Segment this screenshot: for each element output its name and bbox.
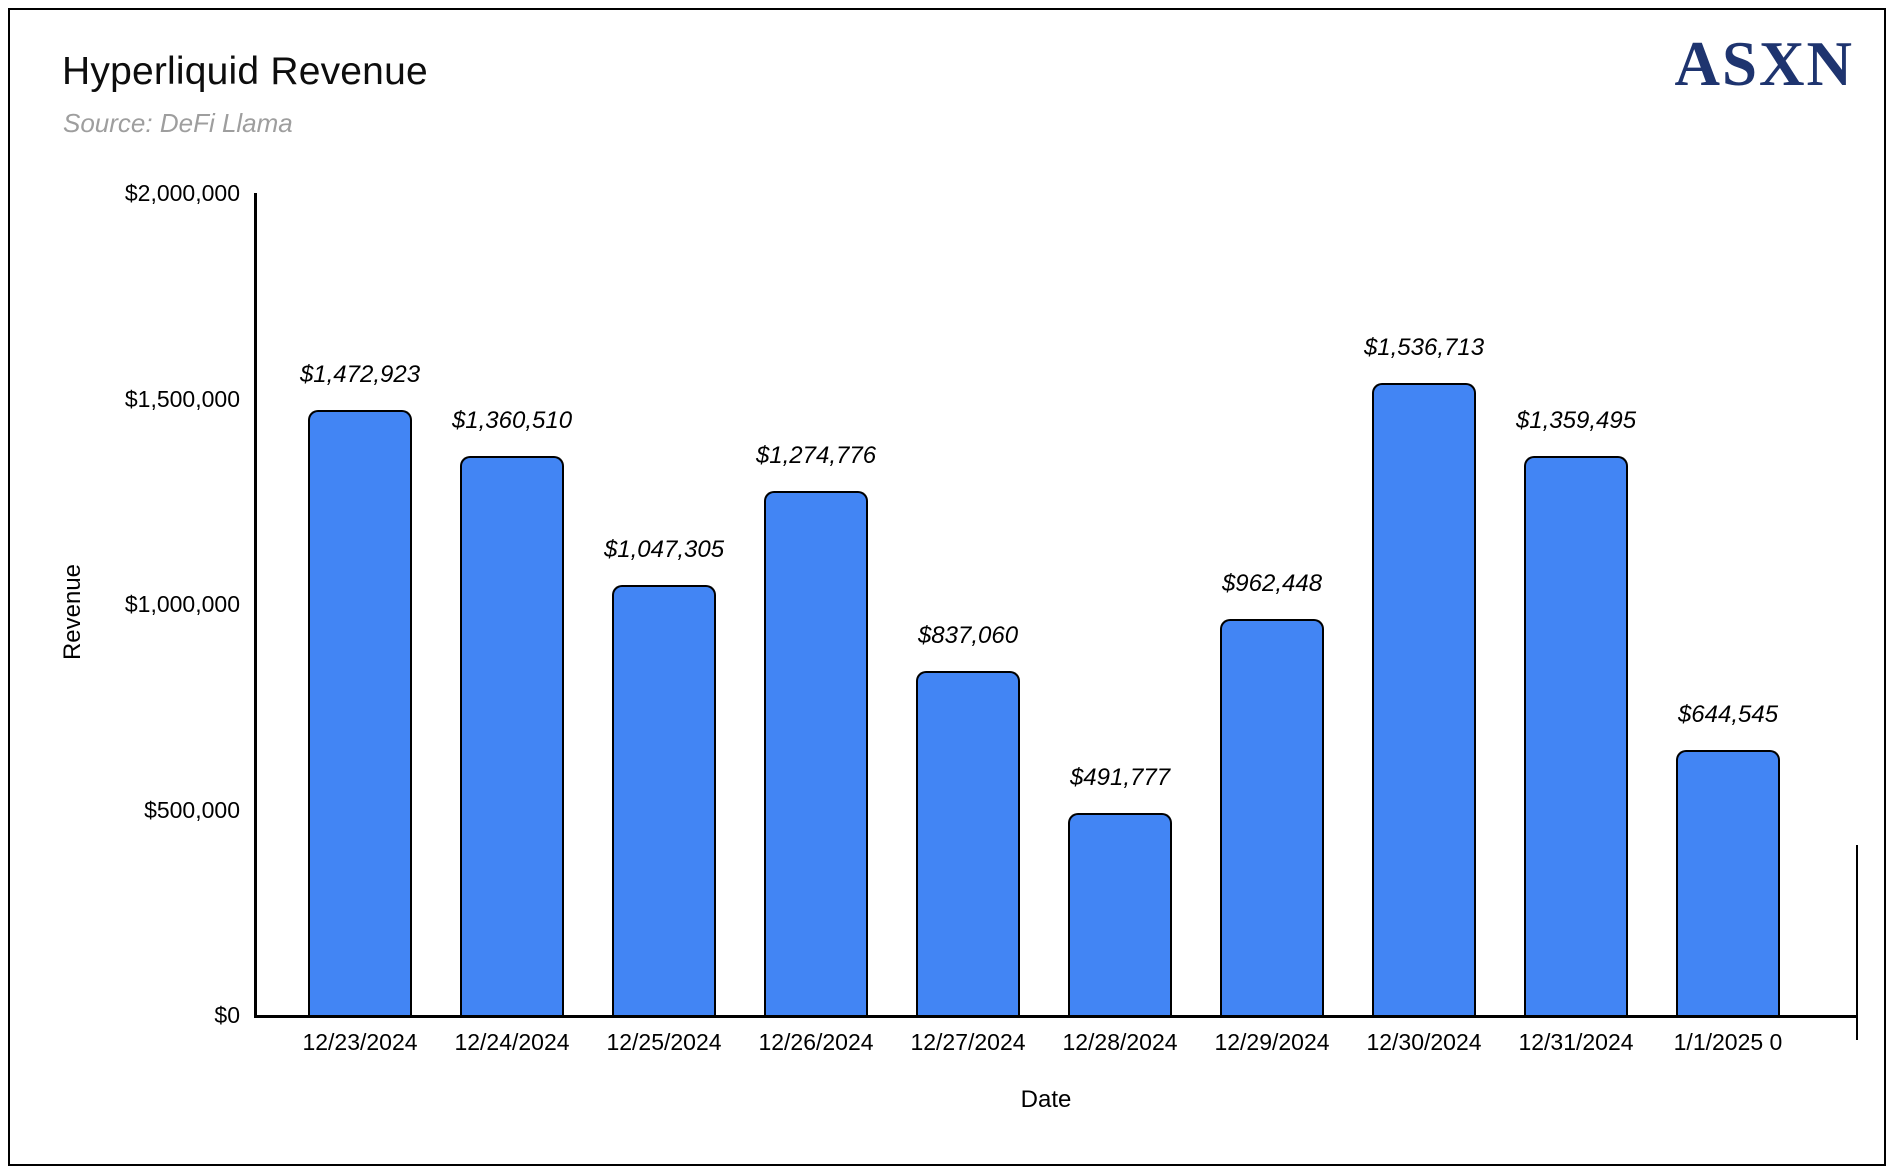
chart-title: Hyperliquid Revenue	[62, 50, 428, 93]
y-tick-label: $2,000,000	[124, 180, 240, 206]
chart-frame-border	[8, 8, 1886, 1166]
bar-value-label: $491,777	[1069, 763, 1171, 791]
revenue-bar	[764, 491, 868, 1015]
y-axis-line	[254, 193, 257, 1018]
revenue-bar	[612, 584, 716, 1015]
x-axis-line	[254, 1015, 1858, 1018]
x-tick-label: 12/30/2024	[1366, 1029, 1482, 1055]
x-tick-label: 1/1/2025 0	[1673, 1029, 1783, 1055]
y-tick-label: $1,000,000	[124, 591, 240, 617]
x-tick-label: 12/29/2024	[1214, 1029, 1330, 1055]
x-tick-label: 12/23/2024	[302, 1029, 418, 1055]
revenue-bar	[1068, 812, 1172, 1015]
y-tick-label: $500,000	[144, 796, 240, 823]
asxn-logo: ASXN	[1674, 29, 1854, 99]
revenue-bar	[916, 670, 1020, 1015]
bar-value-label: $1,360,510	[451, 406, 573, 434]
bar-value-label: $644,545	[1677, 701, 1779, 729]
chart-right-edge-line	[1856, 845, 1858, 1040]
revenue-bar	[460, 455, 564, 1015]
bar-value-label: $1,274,776	[755, 442, 877, 470]
x-axis-title: Date	[1020, 1086, 1072, 1113]
y-tick-label: $0	[214, 1002, 240, 1028]
x-tick-label: 12/28/2024	[1062, 1029, 1178, 1055]
revenue-bar	[1372, 383, 1476, 1015]
chart-source-subtitle: Source: DeFi Llama	[63, 108, 293, 138]
bar-value-label: $1,536,713	[1363, 334, 1485, 362]
revenue-bar	[1524, 456, 1628, 1015]
bar-value-label: $1,472,923	[299, 360, 421, 388]
bar-value-label: $962,448	[1221, 570, 1323, 598]
bar-value-label: $1,047,305	[603, 535, 725, 563]
y-tick-label: $1,500,000	[124, 385, 240, 412]
bar-value-label: $1,359,495	[1515, 407, 1637, 435]
x-tick-label: 12/27/2024	[910, 1029, 1026, 1055]
revenue-bar	[1676, 750, 1780, 1015]
x-tick-label: 12/24/2024	[454, 1029, 570, 1055]
x-tick-label: 12/25/2024	[606, 1029, 722, 1055]
x-tick-label: 12/31/2024	[1518, 1029, 1634, 1055]
revenue-bar	[1220, 619, 1324, 1015]
x-tick-label: 12/26/2024	[758, 1029, 874, 1055]
bar-value-label: $837,060	[917, 621, 1019, 649]
revenue-bar	[308, 409, 412, 1015]
